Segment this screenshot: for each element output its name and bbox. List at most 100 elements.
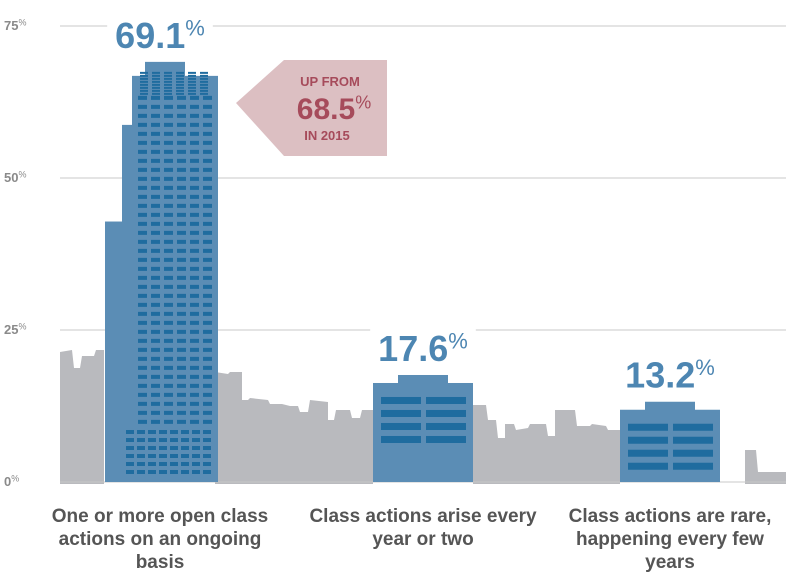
window bbox=[177, 248, 186, 253]
window bbox=[203, 257, 212, 262]
window bbox=[148, 438, 156, 442]
window bbox=[164, 302, 173, 307]
window bbox=[203, 462, 211, 466]
window bbox=[190, 239, 199, 244]
window bbox=[170, 454, 178, 458]
window bbox=[190, 230, 199, 235]
window bbox=[203, 410, 212, 415]
window bbox=[170, 438, 178, 442]
annotation-value: 68.5% bbox=[297, 93, 371, 127]
window bbox=[151, 176, 160, 181]
window bbox=[381, 435, 421, 443]
window bbox=[203, 248, 212, 253]
window bbox=[152, 89, 160, 92]
window bbox=[151, 203, 160, 208]
window bbox=[152, 80, 160, 83]
x-tick-label: Class actions arise every year or two bbox=[309, 506, 537, 550]
window bbox=[151, 194, 160, 199]
window bbox=[177, 230, 186, 235]
window bbox=[164, 311, 173, 316]
window bbox=[140, 86, 148, 89]
window bbox=[673, 449, 713, 457]
x-tick-label: One or more open class actions on an ong… bbox=[51, 506, 269, 573]
window bbox=[170, 470, 178, 474]
window bbox=[140, 89, 148, 92]
window bbox=[164, 374, 173, 379]
window bbox=[190, 122, 199, 127]
window bbox=[138, 167, 147, 172]
window bbox=[203, 212, 212, 217]
window bbox=[151, 392, 160, 397]
window bbox=[137, 430, 145, 434]
window bbox=[126, 470, 134, 474]
skyline-background bbox=[60, 350, 786, 484]
window bbox=[164, 257, 173, 262]
window bbox=[138, 401, 147, 406]
window bbox=[426, 409, 466, 417]
y-tick-label: 25% bbox=[4, 321, 26, 337]
window bbox=[138, 275, 147, 280]
window bbox=[140, 71, 148, 74]
y-tick-label: 75% bbox=[4, 17, 26, 33]
window bbox=[190, 113, 199, 118]
window bbox=[164, 185, 173, 190]
window bbox=[177, 383, 186, 388]
window bbox=[140, 92, 148, 95]
window bbox=[203, 392, 212, 397]
window bbox=[426, 435, 466, 443]
window bbox=[164, 365, 173, 370]
window bbox=[152, 74, 160, 77]
window bbox=[151, 185, 160, 190]
window bbox=[190, 194, 199, 199]
window bbox=[138, 95, 147, 100]
window bbox=[200, 92, 208, 95]
window bbox=[138, 230, 147, 235]
window bbox=[151, 104, 160, 109]
window bbox=[164, 230, 173, 235]
window bbox=[159, 430, 167, 434]
window bbox=[164, 248, 173, 253]
window bbox=[177, 104, 186, 109]
window bbox=[203, 347, 212, 352]
value-label: 13.2% bbox=[625, 355, 715, 396]
window bbox=[164, 410, 173, 415]
window bbox=[164, 392, 173, 397]
window bbox=[164, 329, 173, 334]
window bbox=[177, 239, 186, 244]
window bbox=[176, 74, 184, 77]
window bbox=[177, 158, 186, 163]
window bbox=[628, 436, 668, 444]
window bbox=[137, 446, 145, 450]
window bbox=[203, 176, 212, 181]
window bbox=[190, 320, 199, 325]
window bbox=[176, 71, 184, 74]
window bbox=[151, 284, 160, 289]
window bbox=[177, 320, 186, 325]
window bbox=[203, 311, 212, 316]
window bbox=[192, 430, 200, 434]
window bbox=[177, 284, 186, 289]
window bbox=[177, 401, 186, 406]
window bbox=[190, 158, 199, 163]
window bbox=[152, 77, 160, 80]
window bbox=[164, 92, 172, 95]
window bbox=[177, 185, 186, 190]
y-tick-label: 0% bbox=[4, 473, 19, 489]
window bbox=[138, 302, 147, 307]
window bbox=[176, 86, 184, 89]
window bbox=[138, 356, 147, 361]
window bbox=[137, 462, 145, 466]
window bbox=[190, 401, 199, 406]
window bbox=[177, 167, 186, 172]
window bbox=[177, 266, 186, 271]
window bbox=[190, 338, 199, 343]
window bbox=[138, 293, 147, 298]
window bbox=[203, 131, 212, 136]
window bbox=[177, 419, 186, 424]
window bbox=[164, 194, 173, 199]
window bbox=[151, 338, 160, 343]
window bbox=[164, 80, 172, 83]
window bbox=[190, 266, 199, 271]
window bbox=[190, 185, 199, 190]
window bbox=[148, 454, 156, 458]
